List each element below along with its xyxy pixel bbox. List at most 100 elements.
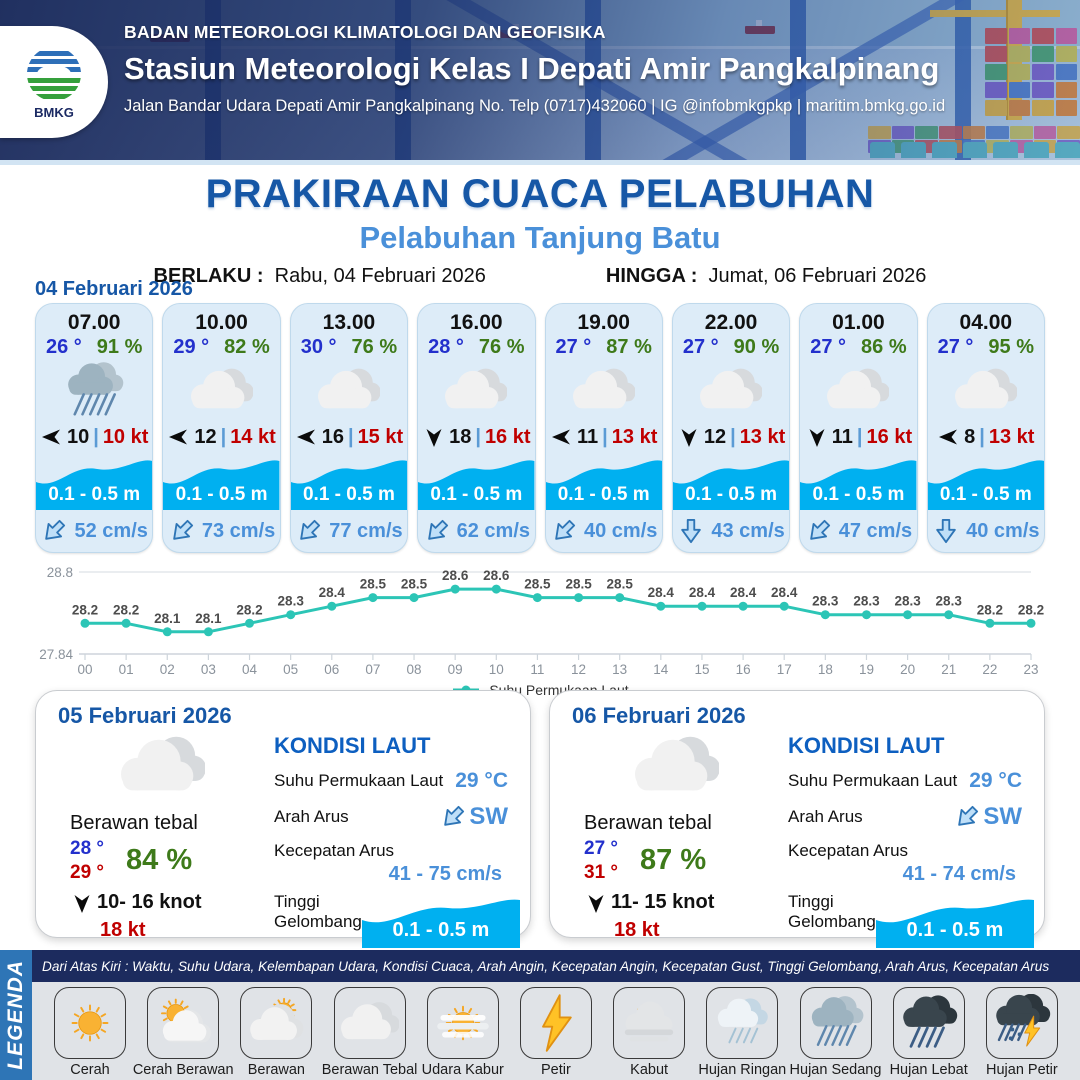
legend-icon-box <box>706 987 779 1059</box>
wave-height: 0.1 - 0.5 m <box>392 919 490 941</box>
legend-item-label: Hujan Petir <box>986 1062 1058 1078</box>
svg-text:28.3: 28.3 <box>894 594 921 609</box>
svg-text:28.5: 28.5 <box>524 577 551 592</box>
wind-direction-icon <box>41 429 60 445</box>
legend-item-label: Kabut <box>630 1062 669 1078</box>
sst-value: 29 °C <box>455 769 508 792</box>
wind-row: 8 | 13 kt <box>937 425 1034 449</box>
separator: | <box>347 425 354 448</box>
sst-row: Suhu Permukaan Laut 29 °C <box>274 769 508 793</box>
humidity: 86 % <box>861 336 907 358</box>
wave-band: 0.1 - 0.5 m <box>800 452 917 510</box>
gust-speed: 10 kt <box>102 425 149 448</box>
svg-text:15: 15 <box>694 662 709 676</box>
weather-icon-berawan-tebal <box>635 736 721 791</box>
svg-text:28.2: 28.2 <box>977 602 1003 617</box>
legend-item: Hujan Lebat <box>883 987 975 1080</box>
daily-weather-icon-wrap <box>635 725 721 814</box>
current-direction-icon <box>173 519 193 540</box>
hourly-forecast-card: 01.00 27 ° 86 % 11 | 16 kt 0.1 - 0.5 m 47 … <box>799 303 918 553</box>
weather-icon-berawan-tebal <box>317 368 380 409</box>
wind-direction-icon <box>552 429 570 445</box>
gust-speed: 18 kt <box>614 918 660 941</box>
forecast-date-label: 04 Februari 2026 <box>35 278 193 300</box>
svg-text:12: 12 <box>571 662 586 676</box>
daily-weather-column: Berawan tebal 27 ° 31 ° 87 % 11- 15 knot… <box>572 729 770 948</box>
legend-item: Berawan <box>230 987 322 1080</box>
svg-text:28.2: 28.2 <box>113 602 139 617</box>
current-direction-text: SW <box>983 803 1022 830</box>
current-direction-icon <box>809 519 830 540</box>
humidity: 82 % <box>224 336 270 358</box>
separator: | <box>856 425 863 448</box>
wave-shape <box>545 460 662 510</box>
wave-height: 0.1 - 0.5 m <box>685 484 777 505</box>
wave-height: 0.1 - 0.5 m <box>430 484 523 505</box>
svg-text:28.4: 28.4 <box>648 585 675 600</box>
hourly-forecast-card: 10.00 29 ° 82 % 12 | 14 kt 0.1 - 0.5 m 73 … <box>162 303 281 553</box>
current-direction-label: Arah Arus <box>788 807 863 826</box>
wind-direction-icon <box>169 429 188 445</box>
legend-item-label: Petir <box>541 1062 571 1078</box>
wind-direction-icon <box>939 429 958 445</box>
weather-icon-hujan-sedang <box>68 362 124 416</box>
temp-humidity-row: 28 ° 76 % <box>418 336 534 359</box>
current-row: 43 cm/s <box>677 510 785 552</box>
current-speed-row: Kecepatan Arus <box>274 841 508 861</box>
current-row: 40 cm/s <box>932 510 1040 552</box>
current-speed: 40 cm/s <box>966 519 1040 542</box>
svg-text:17: 17 <box>777 662 792 676</box>
daily-date: 05 Februari 2026 <box>58 703 232 728</box>
current-speed-row: Kecepatan Arus <box>788 841 1022 861</box>
wind-speed: 16 <box>321 425 344 448</box>
daily-forecast-card: 05 Februari 2026 Berawan tebal 28 ° 29 °… <box>35 690 531 948</box>
current-row: 47 cm/s <box>805 510 912 552</box>
wave-shape <box>36 460 153 510</box>
page-title: PRAKIRAAN CUACA PELABUHAN <box>205 172 875 216</box>
legend-item: Hujan Sedang <box>790 987 882 1080</box>
weather-icon-wrap <box>63 360 125 422</box>
sst-chart-section: 28.8 27.84 00 01 02 03 04 05 06 07 08 09 10 11 12 13 14 1… <box>25 558 1055 698</box>
forecast-time: 10.00 <box>195 311 248 334</box>
svg-text:28.5: 28.5 <box>565 577 592 592</box>
current-speed-value: 41 - 74 cm/s <box>902 863 1016 885</box>
hourly-forecast-card: 22.00 27 ° 90 % 12 | 13 kt 0.1 - 0.5 m 43 … <box>671 303 791 553</box>
legend-item: Hujan Ringan <box>696 987 788 1080</box>
wind-row: 11 | 13 kt <box>550 425 657 449</box>
svg-text:28.4: 28.4 <box>689 585 716 600</box>
forecast-time: 13.00 <box>322 311 376 334</box>
svg-text:11: 11 <box>530 662 544 676</box>
wind-row: 12 | 14 kt <box>167 425 276 449</box>
temp-humidity-row: 30 ° 76 % <box>291 336 407 359</box>
humidity: 87 % <box>640 844 707 877</box>
current-speed: 77 cm/s <box>329 519 403 542</box>
svg-text:28.2: 28.2 <box>1018 602 1044 617</box>
separator: | <box>475 425 481 448</box>
wave-shape <box>672 460 790 510</box>
station-name: Stasiun Meteorologi Kelas I Depati Amir … <box>124 51 940 86</box>
svg-text:22: 22 <box>982 662 997 676</box>
weather-condition: Berawan tebal <box>584 812 712 834</box>
svg-text:28.3: 28.3 <box>936 594 963 609</box>
current-direction-icon <box>681 518 702 544</box>
valid-until-value: Jumat, 06 Februari 2026 <box>708 265 927 287</box>
svg-text:03: 03 <box>201 662 216 676</box>
sst-label: Suhu Permukaan Laut <box>274 771 444 790</box>
daily-weather-icon-wrap <box>121 725 207 814</box>
hourly-forecast-row: 07.00 26 ° 91 % 10 | 10 kt 0.1 - 0.5 m 52 … <box>35 303 1045 553</box>
air-temperature: 27 ° <box>937 336 974 358</box>
wind-row: 12 | 13 kt <box>677 425 785 449</box>
svg-text:13: 13 <box>612 662 627 676</box>
weather-icon-hujan-lebat <box>902 995 957 1048</box>
hourly-forecast-card: 07.00 26 ° 91 % 10 | 10 kt 0.1 - 0.5 m 52 … <box>35 303 154 553</box>
wave-label: Tinggi Gelombang <box>274 892 362 931</box>
temp-humidity-row: 26 ° 91 % <box>36 336 152 359</box>
legend-main: Dari Atas Kiri : Waktu, Suhu Udara, Kele… <box>32 950 1080 1080</box>
svg-text:20: 20 <box>900 662 915 676</box>
wave-band: 0.1 - 0.5 m <box>927 452 1044 510</box>
current-direction-row: Arah Arus SW <box>788 803 1022 831</box>
legend-item-label: Hujan Ringan <box>698 1062 787 1078</box>
hourly-forecast-card: 04.00 27 ° 95 % 8 | 13 kt 0.1 - 0.5 m 40 c… <box>926 303 1045 553</box>
legend-item-label: Hujan Sedang <box>789 1062 882 1078</box>
wind-direction-icon <box>296 429 315 445</box>
